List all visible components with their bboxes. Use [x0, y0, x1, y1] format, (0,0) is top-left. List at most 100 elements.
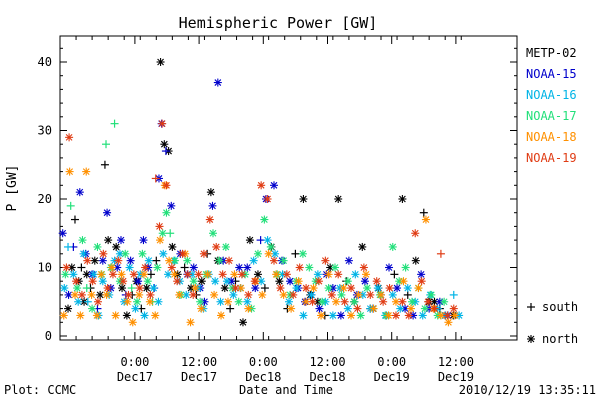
point-noaa-19-1: [65, 133, 74, 142]
point-noaa-19-66: [449, 304, 458, 313]
point-noaa-15-38: [286, 277, 295, 286]
series-metp-02: [64, 58, 458, 327]
point-noaa-15-27: [208, 201, 217, 210]
point-noaa-19-40: [282, 270, 291, 279]
point-noaa-18-3: [76, 311, 85, 320]
point-noaa-19-47: [327, 290, 336, 299]
y-tick-label-0: 0: [45, 329, 52, 343]
point-noaa-19-61: [417, 277, 426, 286]
point-noaa-19-35: [250, 277, 259, 286]
x-tick-date-1: Dec17: [181, 370, 217, 384]
x-tick-time-2: 0:00: [249, 355, 278, 369]
point-noaa-18-4: [82, 167, 91, 176]
point-noaa-19-22: [173, 277, 182, 286]
point-noaa-16-32: [229, 290, 238, 299]
point-noaa-17-52: [363, 284, 372, 293]
point-noaa-18-43: [317, 311, 326, 320]
point-noaa-15-24: [189, 263, 198, 272]
point-noaa-17-26: [196, 297, 205, 306]
point-noaa-17-12: [121, 249, 130, 258]
point-noaa-16-37: [263, 236, 272, 245]
legend-metp-02: METP-02: [526, 46, 577, 60]
legend-noaa-19: NOAA-19: [526, 151, 577, 165]
plot-credit: Plot: CCMC: [4, 383, 76, 397]
symbol-south-label: south: [542, 300, 578, 314]
point-noaa-16-24: [182, 290, 191, 299]
point-noaa-18-61: [450, 311, 459, 320]
point-noaa-18-25: [191, 284, 200, 293]
point-noaa-19-23: [178, 249, 187, 258]
series-noaa-16: [60, 236, 464, 320]
point-noaa-19-20: [162, 181, 171, 190]
y-axis-label: P [GW]: [5, 165, 20, 212]
point-noaa-17-32: [234, 297, 243, 306]
point-noaa-17-22: [171, 256, 180, 265]
point-noaa-18-52: [384, 311, 393, 320]
point-noaa-17-35: [253, 249, 262, 258]
point-noaa-19-7: [99, 249, 108, 258]
point-noaa-18-18: [156, 236, 165, 245]
point-noaa-19-50: [347, 284, 356, 293]
point-noaa-15-55: [417, 270, 426, 279]
point-noaa-18-5: [87, 290, 96, 299]
point-noaa-18-12: [123, 297, 132, 306]
point-noaa-16-31: [222, 277, 231, 286]
point-noaa-19-0: [62, 263, 71, 272]
point-noaa-18-35: [258, 290, 267, 299]
point-metp-02-13: [118, 284, 127, 293]
point-noaa-16-48: [343, 304, 352, 313]
point-noaa-17-45: [318, 297, 327, 306]
point-noaa-17-0: [61, 270, 70, 279]
point-metp-02-26: [180, 263, 189, 272]
point-noaa-17-4: [82, 284, 91, 293]
point-noaa-18-39: [287, 304, 296, 313]
point-metp-02-4: [77, 263, 86, 272]
point-noaa-15-48: [360, 277, 369, 286]
point-metp-02-52: [358, 242, 367, 251]
point-noaa-15-52: [393, 284, 402, 293]
x-axis: 0:00Dec1712:00Dec170:00Dec1812:00Dec180:…: [75, 36, 474, 384]
point-noaa-17-8: [102, 140, 111, 149]
point-noaa-18-31: [230, 270, 239, 279]
point-noaa-19-55: [379, 297, 388, 306]
y-tick-label-2: 20: [38, 192, 52, 206]
point-noaa-17-30: [221, 242, 230, 251]
point-noaa-19-33: [237, 270, 246, 279]
point-noaa-18-1: [65, 167, 74, 176]
point-noaa-18-50: [369, 304, 378, 313]
point-noaa-17-21: [166, 229, 175, 238]
point-noaa-18-48: [354, 290, 363, 299]
point-noaa-19-28: [205, 215, 214, 224]
point-noaa-19-49: [340, 297, 349, 306]
point-noaa-18-21: [170, 270, 179, 279]
point-noaa-19-29: [212, 242, 221, 251]
point-noaa-17-5: [88, 304, 97, 313]
point-noaa-16-41: [292, 284, 301, 293]
point-metp-02-11: [104, 236, 113, 245]
point-metp-02-19: [146, 270, 155, 279]
point-noaa-16-36: [257, 277, 266, 286]
point-noaa-19-8: [103, 284, 112, 293]
point-noaa-19-62: [424, 297, 433, 306]
point-noaa-17-1: [66, 201, 75, 210]
point-noaa-18-7: [97, 270, 106, 279]
point-metp-02-37: [245, 236, 254, 245]
point-noaa-19-25: [189, 290, 198, 299]
point-noaa-19-32: [231, 284, 240, 293]
series-noaa-19: [62, 119, 458, 320]
point-noaa-19-18: [155, 222, 164, 231]
point-noaa-18-54: [399, 277, 408, 286]
timestamp: 2010/12/19 13:35:11: [459, 383, 596, 397]
point-noaa-18-57: [421, 215, 430, 224]
point-metp-02-21: [156, 58, 165, 66]
legend-noaa-15: NOAA-15: [526, 67, 577, 81]
point-noaa-18-13: [128, 318, 137, 327]
point-noaa-19-21: [167, 263, 176, 272]
point-noaa-16-38: [271, 249, 280, 258]
point-noaa-15-13: [126, 256, 135, 265]
point-noaa-17-39: [279, 256, 288, 265]
point-noaa-16-52: [373, 284, 382, 293]
point-metp-02-58: [403, 290, 412, 299]
point-noaa-19-19: [158, 119, 167, 128]
point-noaa-19-44: [308, 297, 317, 306]
